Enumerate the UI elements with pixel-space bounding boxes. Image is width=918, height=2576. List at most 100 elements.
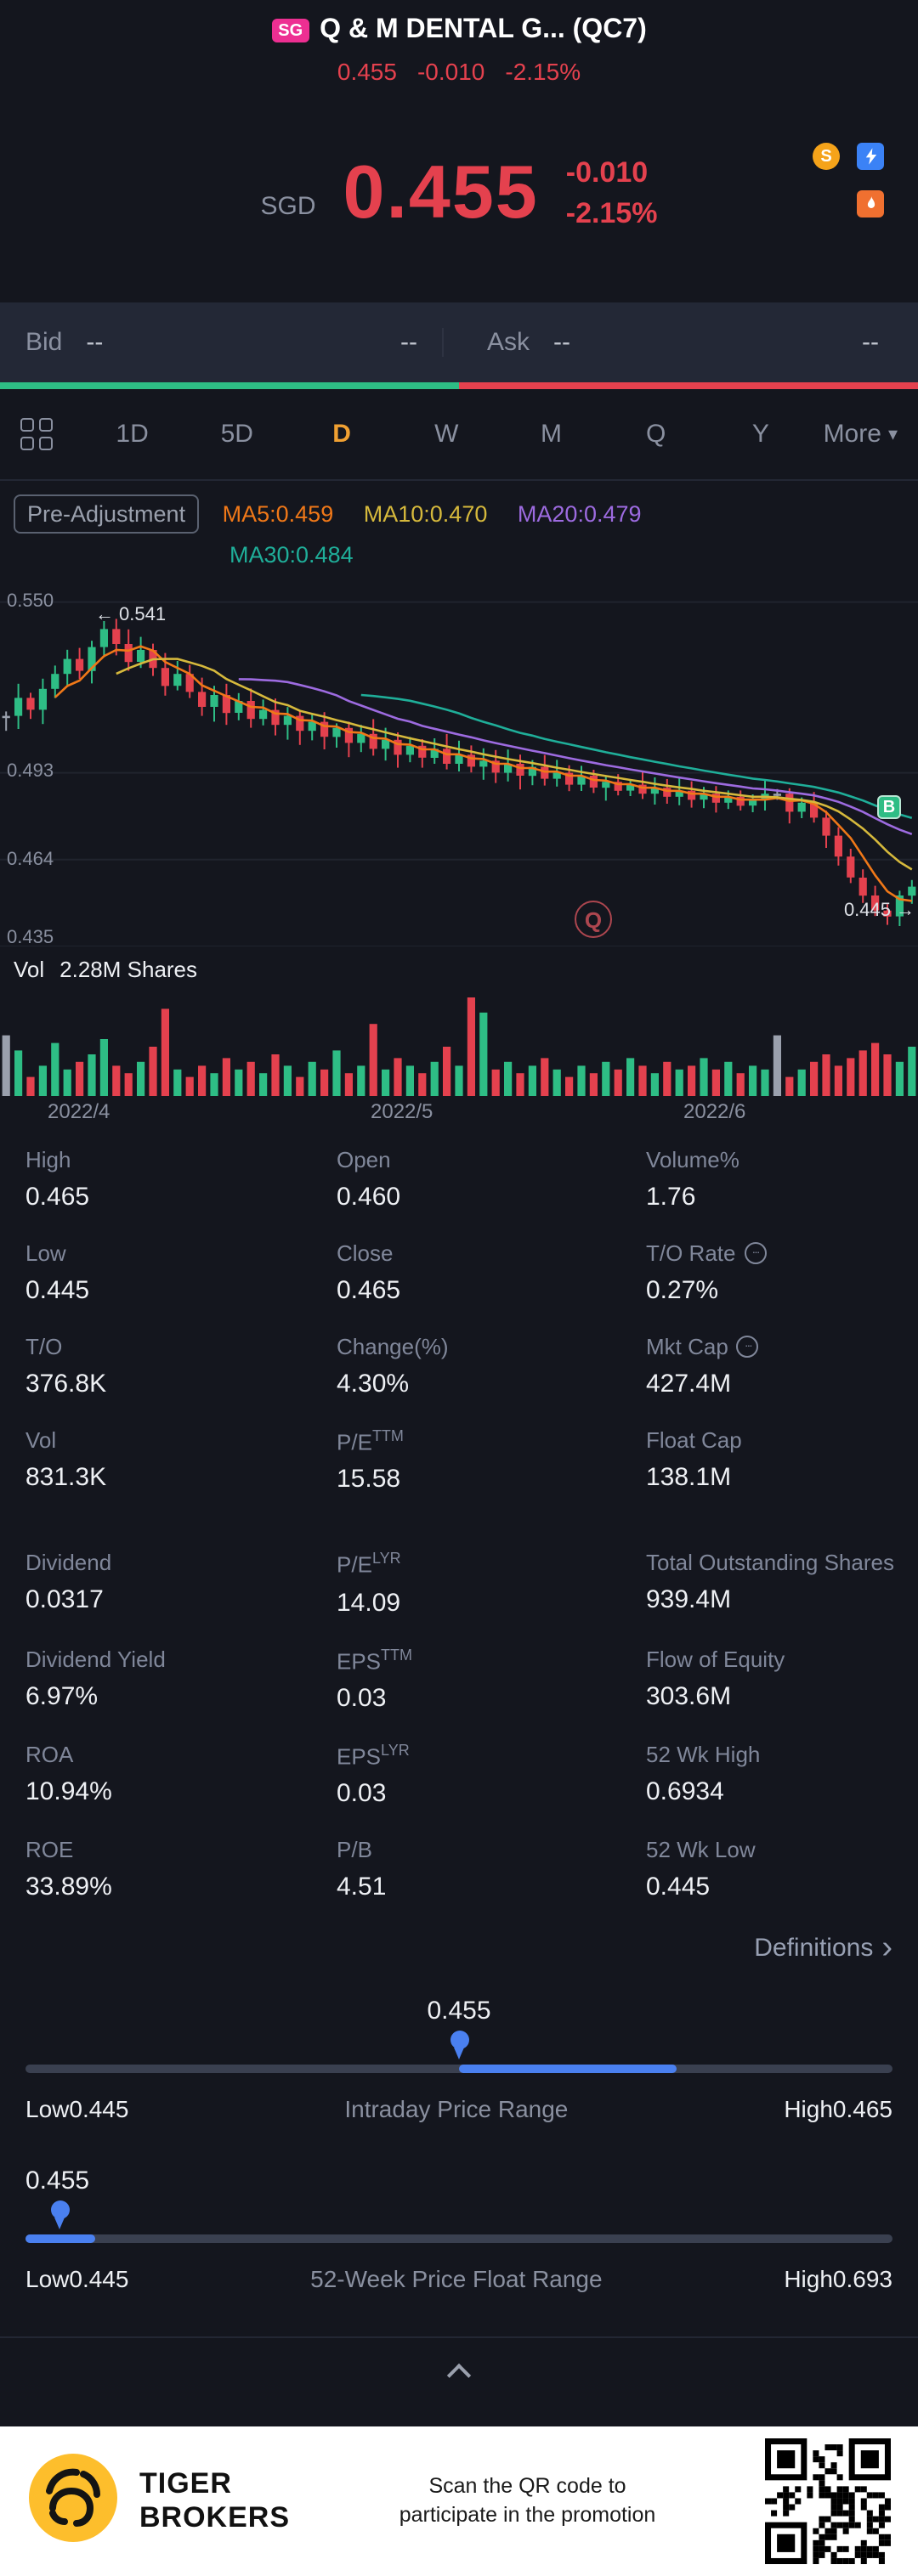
bid-row[interactable]: Bid -- -- xyxy=(26,328,431,357)
slider-title: Intraday Price Range xyxy=(344,2095,569,2123)
volume-label-row: Vol 2.28M Shares xyxy=(0,946,918,982)
header-change: -0.010 xyxy=(416,58,485,85)
chart-layout-grid-icon[interactable] xyxy=(20,418,53,450)
definitions-link[interactable]: Definitions › xyxy=(0,1930,918,1967)
slider-value: 0.455 xyxy=(427,1997,491,2026)
x-axis-label: 2022/5 xyxy=(371,1099,434,1123)
stats-grid-2: Dividend 0.0317 P/ELYR 14.09 Total Outstandi… xyxy=(26,1551,894,1931)
slider-pin-icon[interactable] xyxy=(450,2031,468,2060)
ma10-label: MA10:0.470 xyxy=(363,501,488,527)
icon-spacer xyxy=(813,190,840,217)
slider-pin-icon[interactable] xyxy=(50,2200,70,2230)
bid-ask-panel: Bid -- -- Ask -- -- xyxy=(0,302,918,382)
tab-m[interactable]: M xyxy=(540,420,562,449)
stat-mkt-cap: Mkt Cap ··· 427.4M xyxy=(646,1334,892,1398)
ask-row[interactable]: Ask -- -- xyxy=(453,328,892,357)
info-icon[interactable]: ··· xyxy=(744,1242,767,1264)
price-change: -0.010 xyxy=(565,156,649,189)
stats-grid-1: High 0.465 Open 0.460 Volume% 1.76 Low 0.445 Clo… xyxy=(26,1147,892,1523)
tab-1d[interactable]: 1D xyxy=(116,420,149,449)
bid-ask-ratio-bar xyxy=(0,382,918,389)
collapse-button[interactable] xyxy=(0,2336,918,2402)
period-tabs: 1D 5D D W M Q Y More ▾ xyxy=(0,389,918,481)
tab-5d[interactable]: 5D xyxy=(220,420,253,449)
y-axis-label: 0.464 xyxy=(7,850,54,870)
x-axis: 2022/4 2022/5 2022/6 xyxy=(0,1096,918,1127)
slider-fill xyxy=(26,2234,95,2244)
caret-down-icon: ▾ xyxy=(887,425,898,445)
slider-title: 52-Week Price Float Range xyxy=(310,2265,603,2293)
slider-week52: 0.455 Low0.445 52-Week Price Float Range… xyxy=(26,2167,892,2293)
slider-fill xyxy=(459,2065,676,2074)
stat-dividend-yield: Dividend Yield 6.97% xyxy=(26,1646,166,1711)
bid-ratio-green xyxy=(0,382,459,389)
chevron-right-icon: › xyxy=(881,1930,892,1967)
x-axis-label: 2022/4 xyxy=(48,1099,110,1123)
stat-roe: ROE 33.89% xyxy=(26,1837,112,1902)
header-quote: 0.455 -0.010 -2.15% xyxy=(0,58,918,85)
stat-eps: EPSLYR 0.03 xyxy=(337,1741,410,1809)
tab-d[interactable]: D xyxy=(332,420,351,449)
tab-w[interactable]: W xyxy=(434,420,459,449)
exchange-badge: SG xyxy=(271,19,310,42)
candlestick-chart[interactable]: 0.550 0.493 0.464 0.435 ← 0.541 0.445 → … xyxy=(0,581,918,948)
slider-high-label: High0.465 xyxy=(784,2095,892,2123)
flame-icon[interactable] xyxy=(857,190,884,217)
tab-y[interactable]: Y xyxy=(751,420,769,449)
y-axis-label: 0.493 xyxy=(7,761,54,782)
tab-list: 1D 5D D W M Q Y xyxy=(80,420,813,449)
volume-chart[interactable] xyxy=(0,987,918,1096)
slider-intraday: 0.455 Low0.445 Intraday Price Range High… xyxy=(26,1997,892,2123)
price-range-section: 0.455 Low0.445 Intraday Price Range High… xyxy=(0,1963,918,2293)
x-axis-label: 2022/6 xyxy=(683,1099,746,1123)
tab-more-label: More xyxy=(823,420,881,449)
arrow-right-icon: → xyxy=(896,901,915,921)
ma20-label: MA20:0.479 xyxy=(517,501,642,527)
vol-value: 2.28M Shares xyxy=(60,957,198,982)
ma30-label: MA30:0.484 xyxy=(230,542,354,568)
ask-ratio-red xyxy=(459,382,918,389)
lightning-icon[interactable] xyxy=(857,143,884,170)
stat-close: Close 0.465 xyxy=(337,1240,401,1305)
ma5-label: MA5:0.459 xyxy=(222,501,334,527)
info-icon[interactable]: ··· xyxy=(736,1336,759,1358)
stat-eps: EPSTTM 0.03 xyxy=(337,1646,413,1713)
price-change-pct: -2.15% xyxy=(565,197,658,229)
slider-track[interactable] xyxy=(26,2234,892,2244)
price-panel: SGD 0.455 -0.010 -2.15% S xyxy=(0,85,918,302)
brand-name: TIGER BROKERS xyxy=(139,2466,291,2534)
stat-t-o-rate: T/O Rate ··· 0.27% xyxy=(646,1240,892,1305)
buy-marker-badge[interactable]: B xyxy=(877,795,901,819)
y-axis-label: 0.550 xyxy=(7,591,54,612)
stat-52-wk-high: 52 Wk High 0.6934 xyxy=(646,1741,761,1806)
stat-flow-of-equity: Flow of Equity 303.6M xyxy=(646,1646,785,1711)
stat-change-: Change(%) 4.30% xyxy=(337,1334,449,1398)
ask-price: -- xyxy=(553,328,571,357)
tab-more[interactable]: More ▾ xyxy=(824,420,898,449)
high-price-annotation: ← 0.541 xyxy=(95,605,167,625)
promo-text: Scan the QR code to participate in the p… xyxy=(399,2473,656,2527)
chevron-up-icon xyxy=(446,2364,472,2388)
stat-52-wk-low: 52 Wk Low 0.445 xyxy=(646,1837,756,1902)
stat-low: Low 0.445 xyxy=(26,1240,90,1305)
ask-label: Ask xyxy=(487,328,530,357)
stat-t-o: T/O 376.8K xyxy=(26,1334,107,1398)
arrow-left-icon: ← xyxy=(95,605,114,625)
slider-track[interactable] xyxy=(26,2065,892,2074)
stat-open: Open 0.460 xyxy=(337,1147,401,1212)
bid-size: -- xyxy=(400,328,417,357)
definitions-label: Definitions xyxy=(754,1934,874,1963)
tab-q[interactable]: Q xyxy=(646,420,666,449)
stat-roa: ROA 10.94% xyxy=(26,1741,112,1806)
footer-banner: TIGER BROKERS Scan the QR code to partic… xyxy=(0,2426,918,2576)
qr-code xyxy=(765,2438,891,2564)
y-axis-label: 0.435 xyxy=(7,928,54,948)
quote-divider xyxy=(441,328,443,357)
slider-value: 0.455 xyxy=(26,2166,90,2196)
sgd-coin-icon[interactable]: S xyxy=(813,143,840,170)
pre-adjustment-button[interactable]: Pre-Adjustment xyxy=(14,494,200,534)
header-change-pct: -2.15% xyxy=(505,58,581,85)
chart-legend: Pre-Adjustment MA5:0.459 MA10:0.470 MA20… xyxy=(0,481,918,568)
slider-low-label: Low0.445 xyxy=(26,2265,129,2293)
